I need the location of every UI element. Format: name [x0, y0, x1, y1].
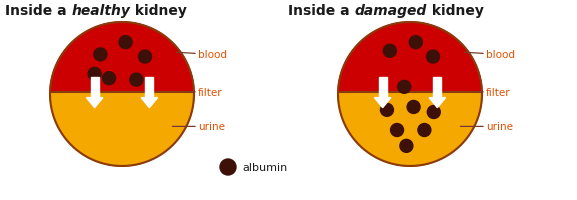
Text: urine: urine: [460, 122, 513, 132]
Polygon shape: [50, 23, 194, 92]
Text: filter: filter: [476, 87, 511, 97]
Circle shape: [130, 74, 143, 87]
Text: filter: filter: [188, 87, 223, 97]
Circle shape: [383, 45, 396, 58]
Text: blood: blood: [176, 50, 227, 60]
Polygon shape: [433, 78, 441, 98]
Circle shape: [103, 72, 115, 85]
Circle shape: [119, 36, 132, 49]
Circle shape: [407, 101, 420, 114]
Circle shape: [428, 106, 440, 119]
Polygon shape: [145, 78, 153, 98]
Polygon shape: [379, 78, 387, 98]
Text: damaged: damaged: [354, 4, 427, 18]
Text: kidney: kidney: [427, 4, 484, 18]
Polygon shape: [429, 98, 445, 108]
Polygon shape: [91, 78, 99, 98]
Circle shape: [391, 124, 403, 137]
Polygon shape: [374, 98, 391, 108]
Polygon shape: [87, 98, 103, 108]
Polygon shape: [50, 92, 194, 166]
Text: blood: blood: [464, 50, 515, 60]
Circle shape: [94, 49, 107, 62]
Circle shape: [138, 51, 152, 64]
Text: Inside a: Inside a: [288, 4, 354, 18]
Circle shape: [380, 104, 394, 117]
Polygon shape: [338, 23, 482, 92]
Text: Inside a: Inside a: [5, 4, 72, 18]
Polygon shape: [338, 92, 482, 166]
Circle shape: [398, 81, 411, 94]
Circle shape: [418, 124, 431, 137]
Circle shape: [426, 51, 440, 64]
Circle shape: [220, 159, 236, 175]
Text: urine: urine: [173, 122, 225, 132]
Circle shape: [400, 140, 413, 153]
Circle shape: [88, 68, 101, 81]
Text: albumin: albumin: [242, 162, 287, 172]
Polygon shape: [141, 98, 158, 108]
Text: kidney: kidney: [130, 4, 188, 18]
Text: healthy: healthy: [72, 4, 130, 18]
Circle shape: [409, 36, 422, 49]
